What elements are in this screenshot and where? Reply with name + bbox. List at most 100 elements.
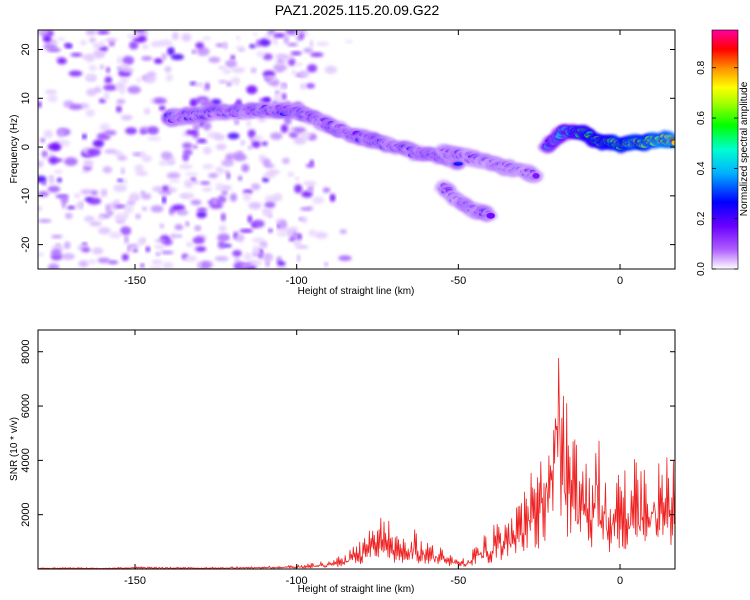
spectrogram-noise-blob xyxy=(256,51,265,58)
spectrogram-noise-blob xyxy=(309,159,314,166)
spectrogram-noise-blob xyxy=(324,65,338,74)
spectrogram-noise-blob xyxy=(306,83,315,89)
spectrogram-noise-blob xyxy=(259,38,271,47)
spectrogram-noise-blob xyxy=(262,158,271,168)
spectrogram-noise-blob xyxy=(248,259,262,267)
spectrogram-noise-blob xyxy=(155,252,160,256)
spectrogram-noise-blob xyxy=(169,179,181,183)
colorbar: 0.0 0.2 0.4 0.6 0.8 Normalized spectral ampl… xyxy=(696,29,750,276)
spectrogram-noise-blob xyxy=(212,199,218,205)
spectrogram-noise-blob xyxy=(153,58,163,64)
spectrogram-noise-blob xyxy=(100,189,108,197)
spectrogram-noise-blob xyxy=(339,229,347,234)
spectrogram-noise-blob xyxy=(252,245,260,254)
spectrogram-noise-blob xyxy=(116,66,123,70)
spectrogram-noise-blob xyxy=(49,38,58,45)
spectrogram-noise-blob xyxy=(272,36,278,46)
spectrogram-noise-blob xyxy=(196,211,207,219)
spectrogram-noise-blob xyxy=(143,108,151,115)
spectrogram-noise-blob xyxy=(338,255,352,261)
spectrogram-noise-blob xyxy=(232,250,242,257)
spectrogram-noise-blob xyxy=(236,233,245,243)
spectrogram-noise-blob xyxy=(93,42,100,50)
spectrogram-noise-blob xyxy=(217,233,231,242)
spectrogram-noise-blob xyxy=(132,152,142,156)
spectrogram-noise-blob xyxy=(176,209,189,216)
spectrogram-noise-blob xyxy=(57,57,67,65)
spectrogram-noise-blob xyxy=(287,58,296,66)
spectrogram-noise-blob xyxy=(192,144,198,149)
spectrogram-noise-blob xyxy=(92,247,104,255)
spectrogram-noise-blob xyxy=(104,76,113,84)
spectrogram-noise-blob xyxy=(229,77,241,84)
spectrogram-noise-blob xyxy=(78,260,89,268)
spectrogram-noise-blob xyxy=(152,186,165,192)
spectrogram-noise-blob xyxy=(139,128,147,135)
spectrogram-noise-blob xyxy=(262,208,271,217)
spectrogram-noise-blob xyxy=(154,239,167,243)
spectrogram-noise-blob xyxy=(99,64,105,70)
spectrogram-noise-blob xyxy=(92,139,105,148)
spectrogram-noise-blob xyxy=(273,33,286,38)
spectrogram-noise-blob xyxy=(114,213,127,222)
spectrogram-noise-blob xyxy=(258,254,264,259)
spectrogram-noise-blob xyxy=(87,148,101,157)
spectrogram-noise-blob xyxy=(275,59,287,65)
spectrogram-noise-blob xyxy=(222,69,232,74)
spectrogram-noise-blob xyxy=(296,254,301,262)
spectrogram-noise-blob xyxy=(324,262,329,267)
spectrogram-noise-blob xyxy=(105,66,111,74)
spectrogram-noise-blob xyxy=(126,200,136,206)
spectrogram-noise-blob xyxy=(151,259,163,265)
spectrogram-noise-blob xyxy=(105,38,118,42)
spectrogram-noise-blob xyxy=(158,105,166,111)
spectrogram-noise-blob xyxy=(171,31,179,41)
spectrogram-noise-blob xyxy=(48,263,60,269)
spectrogram-noise-blob xyxy=(278,227,290,233)
spectrogram-noise-blob xyxy=(150,205,164,213)
spectrogram-ridge-mark xyxy=(671,140,675,146)
spectrogram-noise-blob xyxy=(285,30,298,36)
spectrogram-noise-blob xyxy=(213,133,226,141)
spectrogram-noise-blob xyxy=(215,143,227,151)
spectrogram-noise-blob xyxy=(40,138,46,143)
spectrogram-noise-blob xyxy=(290,51,302,56)
snr-y-tick-label: 4000 xyxy=(20,448,32,472)
spectrogram-noise-blob xyxy=(250,183,261,191)
spectrogram-noise-blob xyxy=(97,30,110,34)
spectrogram-noise-blob xyxy=(182,142,193,149)
snr-x-tick-label: 0 xyxy=(617,575,623,587)
spectrogram-noise-blob xyxy=(47,185,61,193)
spectrogram-noise-blob xyxy=(134,164,144,173)
snr-x-tick-label: -100 xyxy=(286,575,308,587)
spectrogram-noise-blob xyxy=(190,199,202,206)
spectrogram-noise-blob xyxy=(202,163,214,170)
spectrogram-noise-blob xyxy=(61,253,75,260)
spectrogram-noise-blob xyxy=(277,261,286,266)
spectrogram-noise-blob xyxy=(81,54,95,60)
snr-y-tick-label: 8000 xyxy=(20,339,32,363)
spectrogram-noise-blob xyxy=(307,64,318,73)
spectrogram-noise-blob xyxy=(185,172,199,176)
spectrogram-noise-blob xyxy=(265,260,270,268)
spectrogram-noise-blob xyxy=(133,30,145,34)
spectrogram-noise-blob xyxy=(174,224,184,231)
spectrogram-noise-blob xyxy=(192,236,205,245)
spectrogram-noise-blob xyxy=(279,219,288,229)
spectrogram-noise-blob xyxy=(117,178,123,182)
spectrogram-noise-blob xyxy=(300,83,306,90)
figure-title: PAZ1.2025.115.20.09.G22 xyxy=(275,2,440,18)
spectrogram-noise-blob xyxy=(64,157,78,166)
spectrogram-noise-blob xyxy=(120,63,129,70)
spectrogram-noise-blob xyxy=(205,82,210,90)
snr-x-tick-label: -50 xyxy=(450,575,466,587)
spectrogram-noise-blob xyxy=(263,97,271,103)
colorbar-tick-label: 0.0 xyxy=(696,262,707,276)
spectrogram-noise-blob xyxy=(116,99,126,105)
spectrogram-noise-blob xyxy=(189,98,198,108)
spectrogram-x-ticks: -150 -100 -50 0 xyxy=(124,30,623,287)
spectrogram-noise-blob xyxy=(38,219,52,223)
spectrogram-noise-blob xyxy=(98,98,106,104)
spectrogram-noise-blob xyxy=(239,229,254,233)
